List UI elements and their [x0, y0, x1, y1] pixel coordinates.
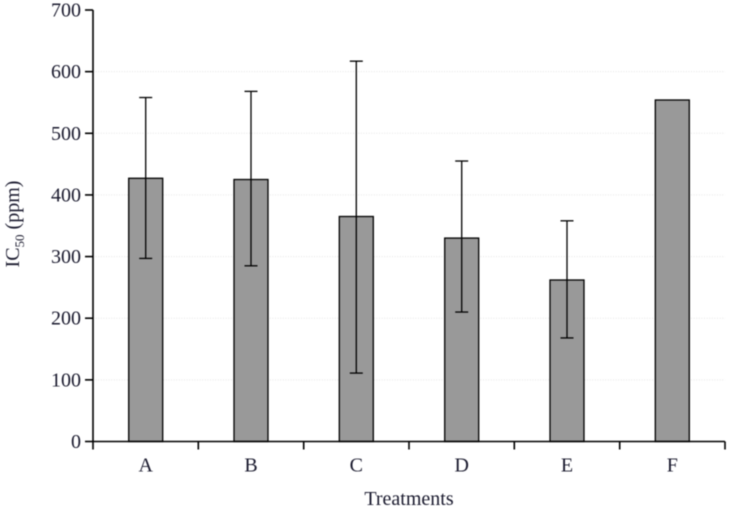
svg-text:B: B [244, 455, 257, 477]
svg-text:400: 400 [51, 184, 81, 206]
svg-text:A: A [138, 455, 153, 477]
svg-text:200: 200 [51, 308, 81, 330]
svg-text:D: D [454, 455, 468, 477]
svg-text:500: 500 [51, 123, 81, 145]
svg-text:600: 600 [51, 61, 81, 83]
svg-text:700: 700 [51, 0, 81, 22]
svg-text:100: 100 [51, 369, 81, 391]
svg-text:F: F [667, 455, 678, 477]
svg-text:C: C [350, 455, 363, 477]
svg-text:300: 300 [51, 246, 81, 268]
svg-text:E: E [561, 455, 573, 477]
svg-text:0: 0 [71, 431, 81, 453]
